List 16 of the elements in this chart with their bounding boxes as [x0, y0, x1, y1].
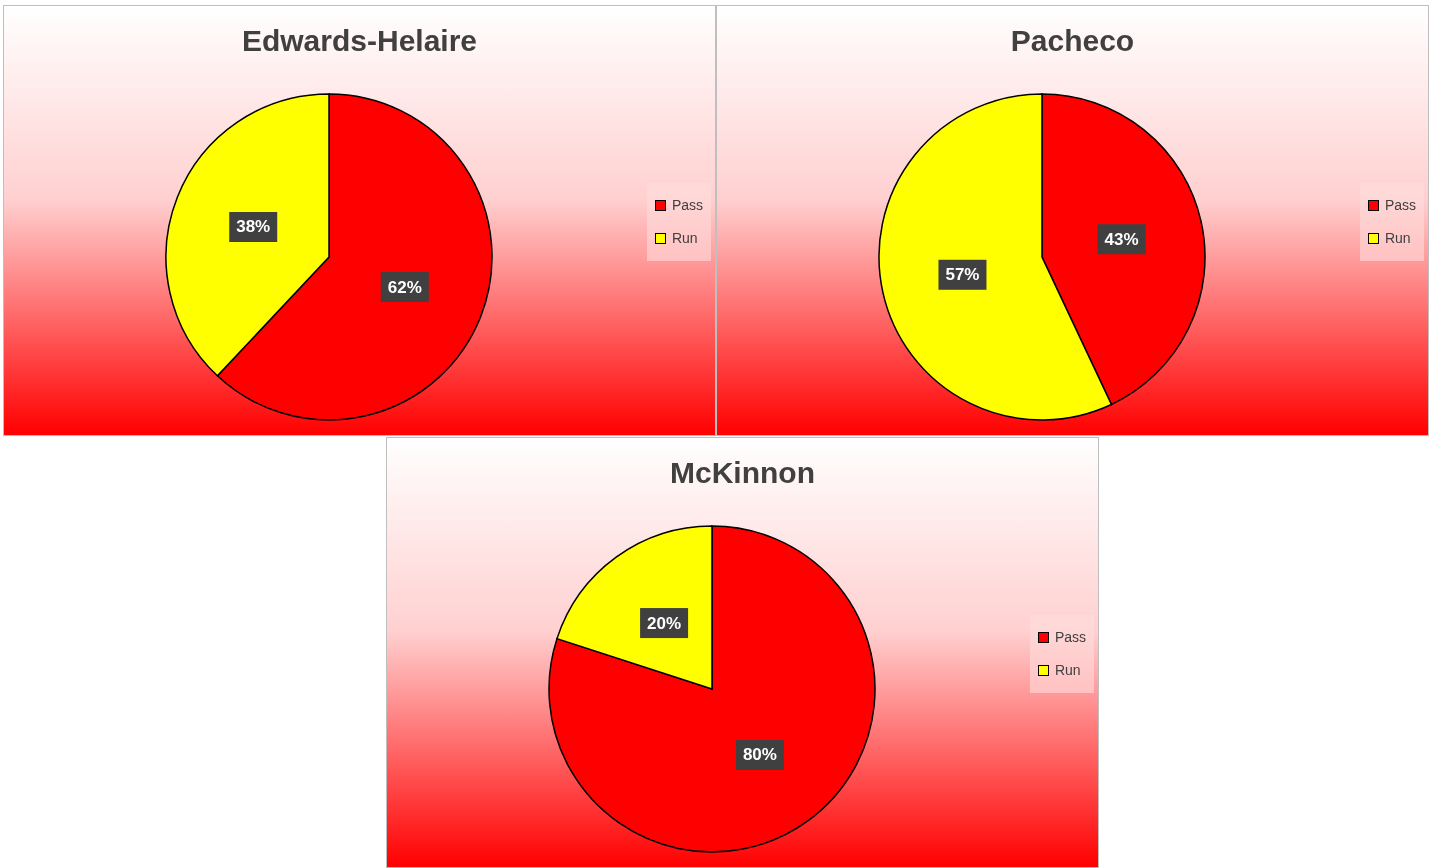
legend-label: Run [1054, 662, 1081, 678]
legend-label: Run [1384, 230, 1411, 246]
chart-title: McKinnon [669, 456, 816, 490]
legend-label: Pass [671, 197, 703, 213]
legend-label: Pass [1384, 197, 1416, 213]
data-label: 57% [945, 265, 980, 285]
data-label: 20% [647, 613, 682, 633]
data-label: 80% [742, 745, 777, 765]
data-label: 38% [236, 217, 271, 237]
legend-label: Run [671, 230, 698, 246]
legend-label: Pass [1054, 629, 1086, 645]
chart-title: Pacheco [1009, 24, 1136, 58]
data-label: 43% [1104, 229, 1139, 249]
chart-title: Edwards-Helaire [240, 24, 479, 58]
pie-slice [548, 525, 876, 853]
data-label: 62% [387, 277, 422, 297]
